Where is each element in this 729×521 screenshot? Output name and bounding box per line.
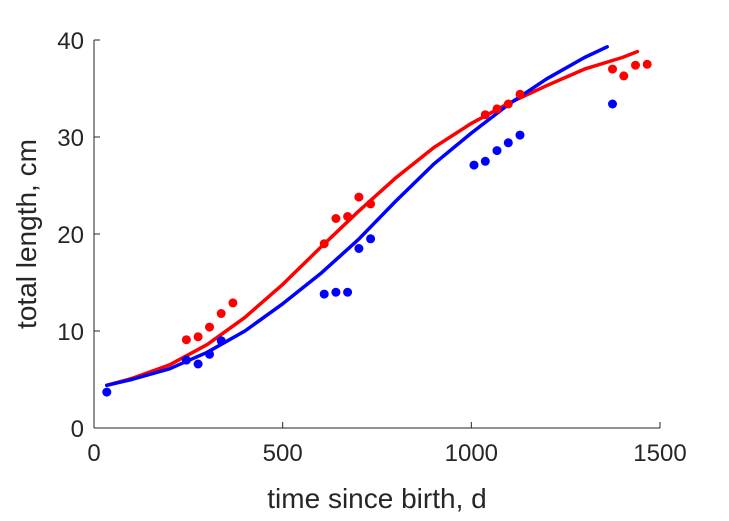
data-point bbox=[492, 146, 502, 156]
data-point bbox=[102, 387, 112, 397]
x-tick-label: 1500 bbox=[633, 440, 686, 467]
plot-area bbox=[102, 45, 652, 397]
data-point bbox=[216, 309, 226, 318]
data-point bbox=[608, 64, 617, 74]
data-point bbox=[205, 322, 214, 332]
x-axis-label: time since birth, d bbox=[267, 483, 486, 514]
data-point bbox=[331, 287, 341, 297]
data-point bbox=[181, 335, 191, 345]
data-point bbox=[343, 287, 353, 297]
data-point bbox=[503, 138, 513, 148]
data-point bbox=[366, 234, 376, 244]
data-point bbox=[205, 349, 214, 359]
x-tick-label: 500 bbox=[263, 440, 303, 467]
data-point bbox=[193, 332, 203, 342]
data-point bbox=[469, 160, 479, 170]
y-tick-label: 40 bbox=[57, 28, 84, 55]
data-point bbox=[331, 214, 341, 223]
data-point bbox=[492, 104, 502, 114]
y-tick-label: 30 bbox=[57, 125, 84, 152]
data-point bbox=[608, 99, 617, 109]
data-point bbox=[631, 60, 640, 70]
model-curve-1 bbox=[105, 45, 609, 388]
y-tick-label: 20 bbox=[57, 222, 84, 249]
data-point bbox=[619, 71, 629, 81]
y-tick-label: 0 bbox=[71, 416, 84, 443]
data-point bbox=[319, 289, 329, 299]
x-tick-label: 0 bbox=[87, 440, 100, 467]
data-point bbox=[366, 199, 376, 209]
data-point bbox=[503, 99, 513, 109]
x-tick-label: 1000 bbox=[445, 440, 498, 467]
data-point bbox=[642, 59, 652, 69]
data-point bbox=[319, 239, 329, 249]
y-tick-label: 10 bbox=[57, 319, 84, 346]
model-curve-0 bbox=[105, 49, 640, 388]
axes: 0 500 1000 1500 0 10 20 30 40 bbox=[57, 28, 686, 467]
data-point bbox=[216, 336, 226, 346]
data-point bbox=[480, 156, 490, 166]
data-point bbox=[343, 212, 353, 221]
data-point bbox=[228, 298, 238, 308]
y-axis-label: total length, cm bbox=[11, 139, 42, 329]
data-point bbox=[515, 130, 525, 140]
data-point bbox=[515, 89, 525, 99]
data-point bbox=[480, 110, 490, 120]
data-point bbox=[181, 355, 191, 365]
data-point bbox=[354, 192, 364, 202]
data-point bbox=[193, 359, 203, 369]
data-point bbox=[354, 244, 364, 253]
